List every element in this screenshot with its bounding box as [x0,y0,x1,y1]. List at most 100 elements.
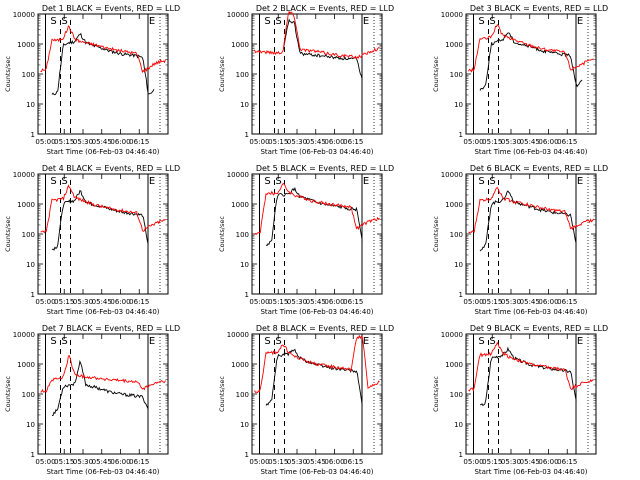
series-lld [468,341,594,392]
marker-label: S [264,16,270,27]
series-events [265,186,363,247]
series-events [51,189,149,251]
y-tick-label: 10 [454,261,463,269]
panel-det-3: 1 10 100 1000 10000 05:0005:1505:3005:4506:00… [432,4,608,156]
series-events [51,32,155,96]
y-tick-label: 1 [245,451,249,459]
y-tick-label: 10 [240,261,249,269]
x-tick-label: 06:15 [343,138,363,146]
x-tick-label: 05:15 [54,138,74,146]
panel-title: Det 8 BLACK = Events, RED = LLD [256,324,394,333]
y-tick-label: 10 [26,421,35,429]
y-tick-label: 10 [26,101,35,109]
series-lld [254,334,380,394]
y-tick-label: 1 [31,131,35,139]
x-tick-label: 05:45 [92,298,112,306]
x-tick-label: 05:45 [520,138,540,146]
y-tick-label: 10000 [441,331,463,339]
x-tick-label: 05:30 [287,298,307,306]
x-axis-label: Start Time (06-Feb-03 04:46:40) [46,148,159,156]
series-lld [468,186,594,234]
series-events [479,32,583,91]
x-axis-label: Start Time (06-Feb-03 04:46:40) [260,148,373,156]
y-tick-label: 10 [240,421,249,429]
y-axis-label: Counts/sec [218,216,226,252]
marker-label: S [61,16,67,27]
y-tick-label: 10000 [13,11,35,19]
marker-label: S [61,176,67,187]
panel-title: Det 9 BLACK = Events, RED = LLD [470,324,608,333]
y-tick-label: 10 [454,421,463,429]
marker-label: S [478,336,484,347]
x-tick-label: 06:15 [129,298,149,306]
marker-label: S [61,336,67,347]
marker-label: S [264,336,270,347]
y-tick-label: 10000 [227,171,249,179]
y-tick-label: 1000 [17,361,35,369]
y-axis-label: Counts/sec [4,56,12,92]
series-lld [40,25,166,74]
x-tick-label: 05:15 [482,298,502,306]
y-tick-label: 1 [459,451,463,459]
x-tick-label: 05:45 [306,298,326,306]
y-tick-label: 10000 [441,171,463,179]
marker-label: S [50,176,56,187]
panel-det-2: 1 10 100 1000 10000 05:0005:1505:3005:4506:00… [218,4,394,156]
y-axis-label: Counts/sec [432,376,440,412]
marker-label: E [363,336,369,347]
y-tick-label: 100 [22,71,35,79]
marker-label: E [149,16,155,27]
y-axis-label: Counts/sec [432,56,440,92]
marker-label: S [478,176,484,187]
x-tick-label: 06:15 [557,298,577,306]
marker-label: E [363,176,369,187]
panel-det-6: 1 10 100 1000 10000 05:0005:1505:3005:4506:00… [432,164,608,316]
series-events [51,359,149,416]
x-tick-label: 05:30 [73,298,93,306]
x-tick-label: 05:15 [482,458,502,466]
x-axis-label: Start Time (06-Feb-03 04:46:40) [474,308,587,316]
y-tick-label: 1000 [445,361,463,369]
marker-label: S [275,16,281,27]
x-tick-label: 05:15 [268,138,288,146]
series-events [479,190,577,252]
x-axis-label: Start Time (06-Feb-03 04:46:40) [474,148,587,156]
y-axis-label: Counts/sec [432,216,440,252]
x-tick-label: 05:00 [463,458,483,466]
x-tick-label: 05:30 [73,458,93,466]
y-tick-label: 10000 [13,171,35,179]
x-tick-label: 06:00 [324,298,344,306]
y-tick-label: 1000 [17,201,35,209]
panel-title: Det 3 BLACK = Events, RED = LLD [470,4,608,13]
marker-label: S [489,336,495,347]
marker-label: S [489,176,495,187]
x-tick-label: 05:15 [268,458,288,466]
y-axis-label: Counts/sec [218,56,226,92]
marker-label: S [264,176,270,187]
panel-det-1: 1 10 100 1000 10000 05:0005:1505:3005:4506:00… [4,4,180,156]
panel-det-4: 1 10 100 1000 10000 05:0005:1505:3005:4506:00… [4,164,180,316]
y-tick-label: 1 [245,131,249,139]
panel-det-5: 1 10 100 1000 10000 05:0005:1505:3005:4506:00… [218,164,394,316]
y-tick-label: 100 [450,71,463,79]
x-tick-label: 05:00 [35,458,55,466]
x-tick-label: 05:30 [501,298,521,306]
x-tick-label: 05:00 [249,298,269,306]
x-axis-label: Start Time (06-Feb-03 04:46:40) [260,308,373,316]
x-tick-label: 06:00 [324,138,344,146]
x-tick-label: 05:00 [463,298,483,306]
x-tick-label: 05:30 [287,458,307,466]
y-tick-label: 100 [450,231,463,239]
x-tick-label: 06:15 [129,138,149,146]
x-tick-label: 06:15 [129,458,149,466]
x-tick-label: 05:00 [249,458,269,466]
x-tick-label: 05:30 [501,138,521,146]
x-tick-label: 06:00 [324,458,344,466]
x-tick-label: 06:15 [343,458,363,466]
marker-label: E [577,336,583,347]
panel-title: Det 5 BLACK = Events, RED = LLD [256,164,394,173]
x-tick-label: 06:15 [557,458,577,466]
x-axis-label: Start Time (06-Feb-03 04:46:40) [260,468,373,476]
panel-det-7: 1 10 100 1000 10000 05:0005:1505:3005:4506:00… [4,324,180,476]
series-events [282,18,363,80]
